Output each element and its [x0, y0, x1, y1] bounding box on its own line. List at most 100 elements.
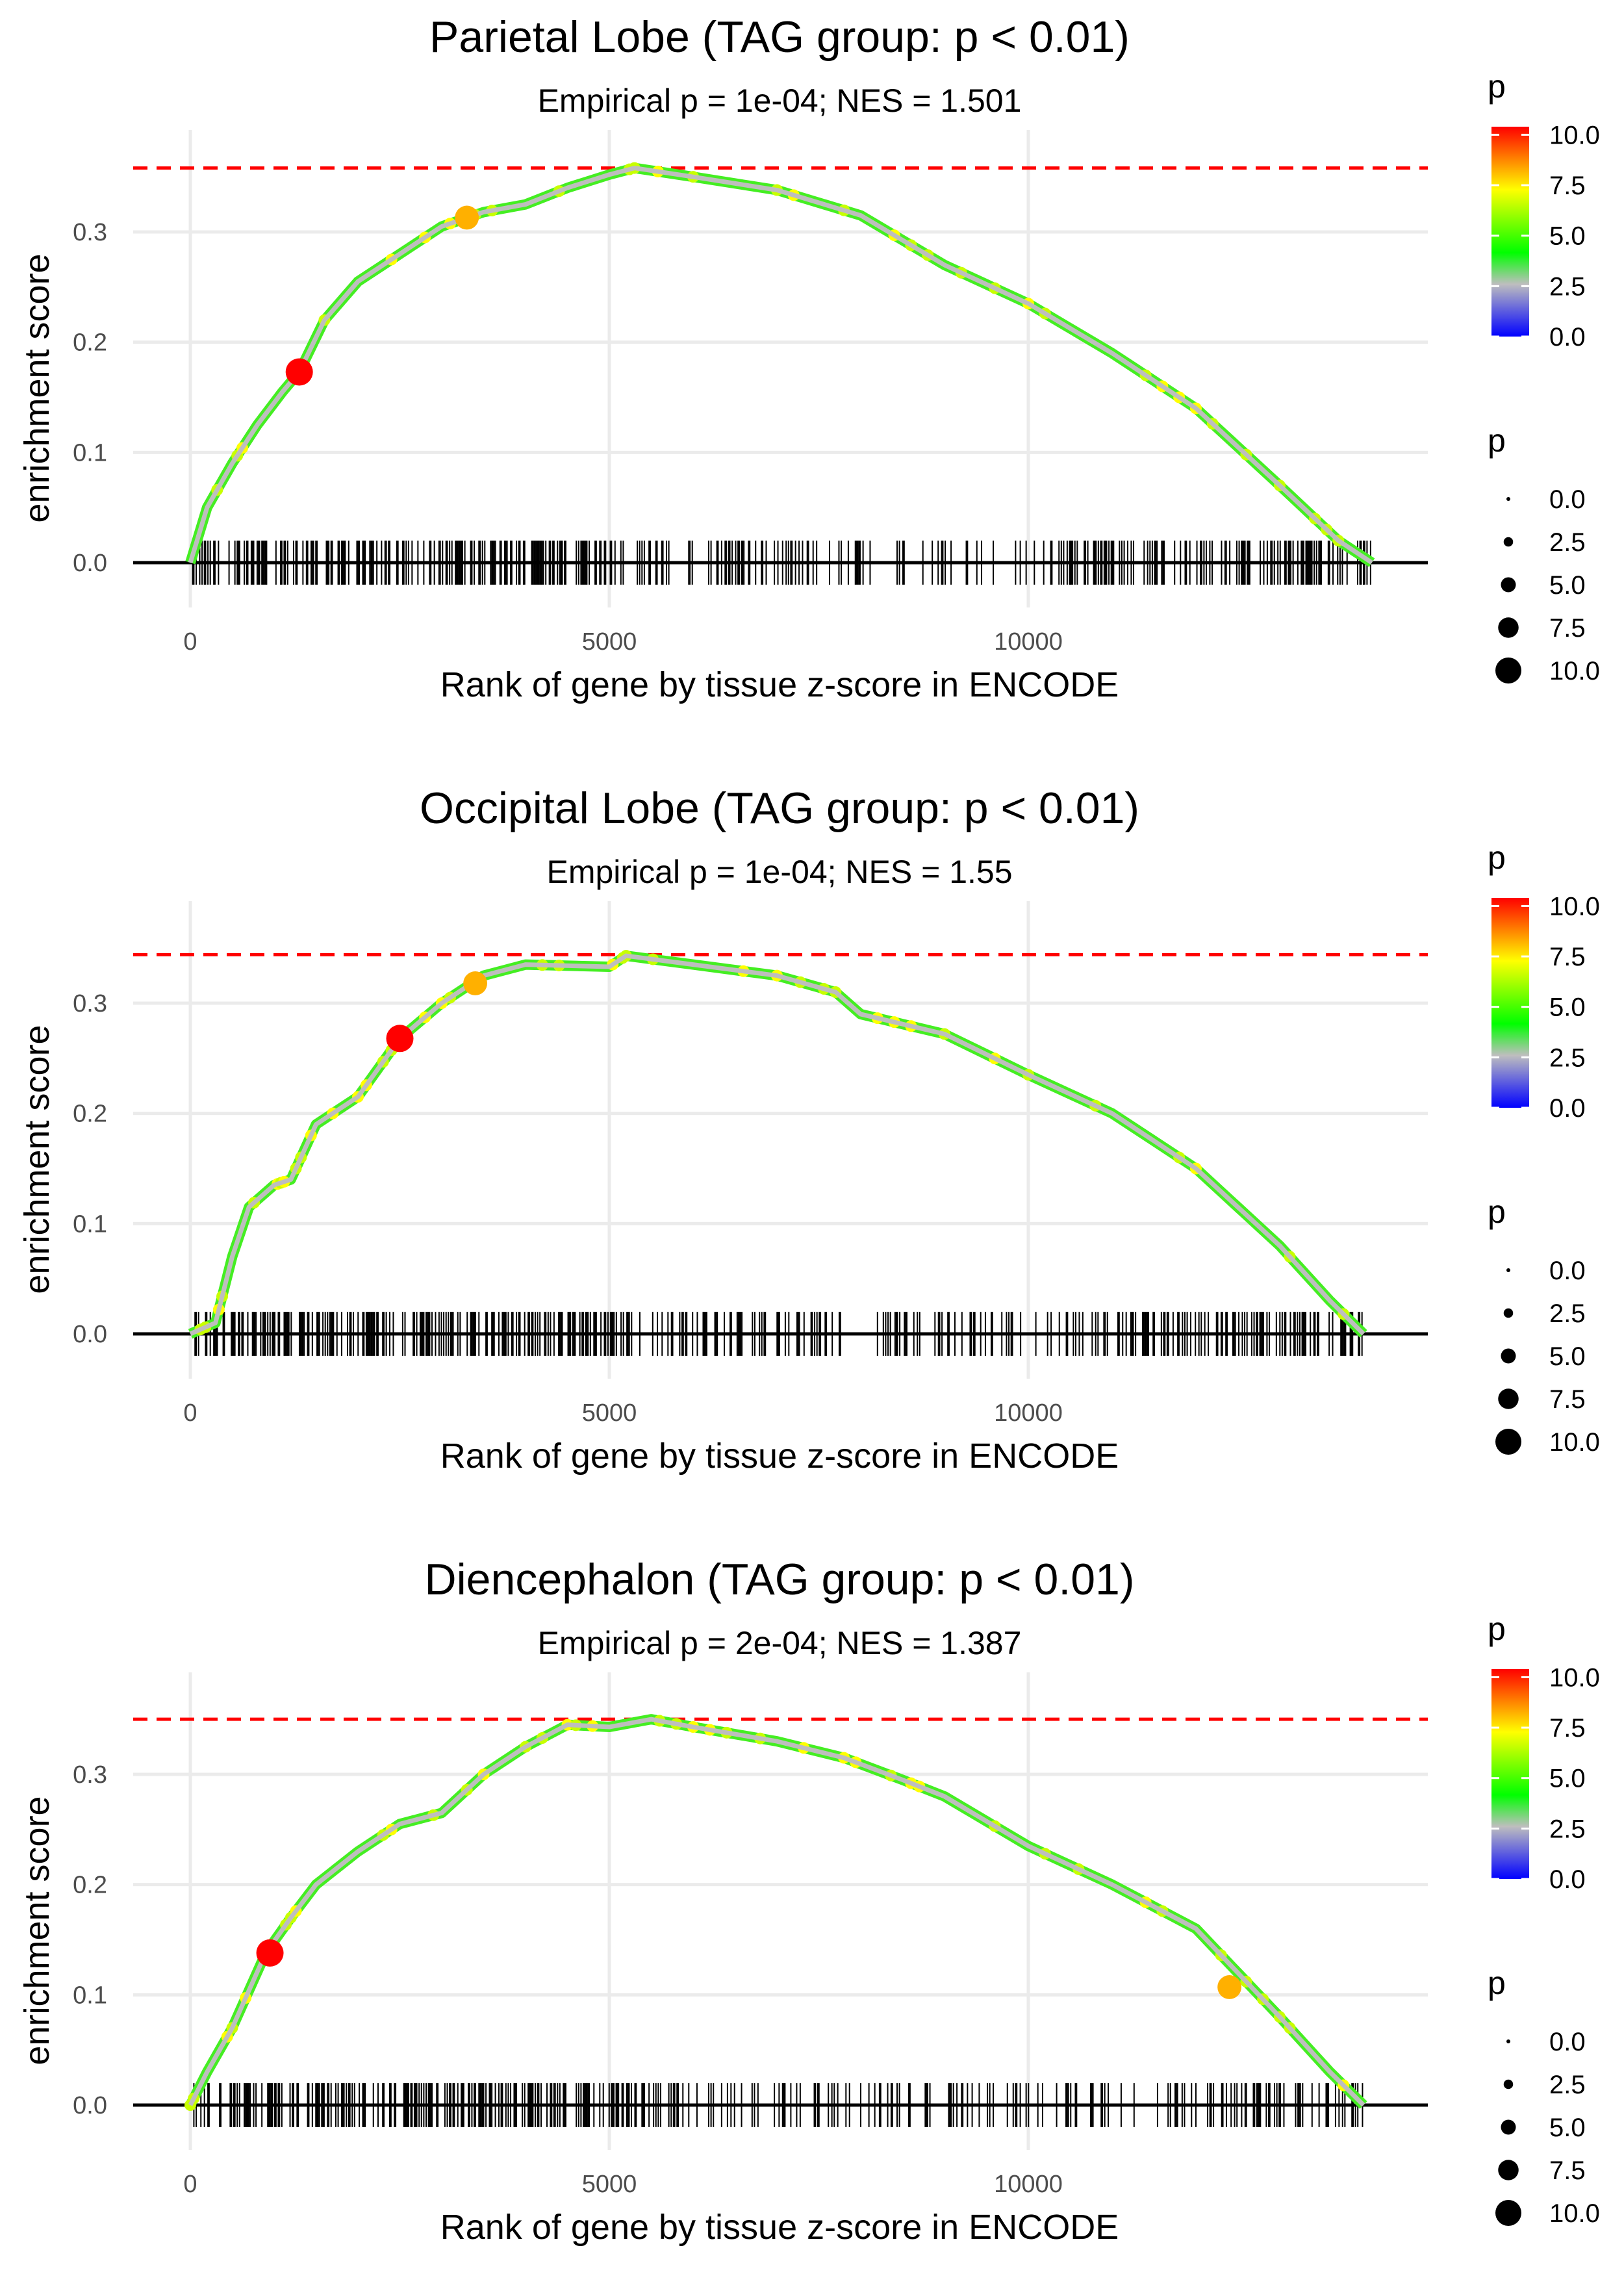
enrichment-curve — [188, 166, 1373, 565]
x-tick-label: 5000 — [582, 1399, 637, 1427]
chart-title: Parietal Lobe (TAG group: p < 0.01) — [429, 12, 1130, 62]
y-tick-label: 0.0 — [73, 550, 107, 577]
y-tick-label: 0.1 — [73, 1982, 107, 2009]
x-axis-title: Rank of gene by tissue z-score in ENCODE — [440, 1437, 1119, 1476]
y-tick-label: 0.2 — [73, 1101, 107, 1128]
size-legend-label: 7.5 — [1549, 1385, 1586, 1414]
size-legend-label: 7.5 — [1549, 614, 1586, 643]
chart-title: Occipital Lobe (TAG group: p < 0.01) — [420, 784, 1139, 833]
colorbar-label: 0.0 — [1549, 1865, 1586, 1894]
size-legend-dot — [1506, 2039, 1510, 2043]
size-legend-label: 7.5 — [1549, 2156, 1586, 2185]
y-tick-label: 0.0 — [73, 1321, 107, 1348]
highlight-point — [256, 1939, 284, 1967]
panel-1: 0.0 0.1 0.2 0.3 0 5000 10000 Occipital Lobe (TA… — [18, 784, 1600, 1476]
y-tick-label: 0.3 — [73, 219, 107, 246]
colorbar-label: 2.5 — [1549, 1815, 1586, 1843]
enrichment-curve-halo — [188, 951, 1367, 1339]
colorbar-label: 7.5 — [1549, 943, 1586, 971]
colorbar-label: 2.5 — [1549, 1043, 1586, 1072]
colorbar-label: 10.0 — [1549, 1663, 1600, 1692]
x-tick-label: 0 — [183, 1399, 197, 1427]
x-tick-label: 10000 — [994, 628, 1063, 656]
size-legend-label: 0.0 — [1549, 485, 1586, 514]
size-legend-label: 2.5 — [1549, 2071, 1586, 2099]
x-axis-title: Rank of gene by tissue z-score in ENCODE — [440, 665, 1119, 704]
y-tick-label: 0.2 — [73, 329, 107, 357]
y-tick-label: 0.0 — [73, 2092, 107, 2119]
colorbar-label: 0.0 — [1549, 323, 1586, 351]
size-legend-dot — [1503, 1308, 1514, 1318]
highlight-point — [386, 1025, 414, 1053]
y-tick-label: 0.1 — [73, 1210, 107, 1238]
size-legend-dot — [1506, 497, 1510, 501]
chart-subtitle: Empirical p = 2e-04; NES = 1.387 — [538, 1625, 1022, 1661]
size-legend-label: 0.0 — [1549, 1257, 1586, 1285]
colorbar-label: 2.5 — [1549, 272, 1586, 301]
x-tick-label: 10000 — [994, 1399, 1063, 1427]
color-legend-title: p — [1488, 1611, 1506, 1647]
y-tick-label: 0.2 — [73, 1872, 107, 1899]
size-legend-dot — [1495, 1429, 1521, 1455]
colorbar-label: 5.0 — [1549, 222, 1586, 251]
highlight-point — [463, 971, 487, 995]
colorbar — [1491, 127, 1529, 337]
size-legend-dot — [1506, 1268, 1510, 1272]
panel-0: 0.0 0.1 0.2 0.3 0 5000 10000 Parietal Lobe (TAG… — [18, 12, 1600, 704]
color-legend-title: p — [1488, 839, 1506, 876]
x-axis-title: Rank of gene by tissue z-score in ENCODE — [440, 2208, 1119, 2247]
y-tick-label: 0.3 — [73, 1761, 107, 1789]
size-legend-label: 5.0 — [1549, 571, 1586, 600]
colorbar-label: 10.0 — [1549, 892, 1600, 921]
x-tick-label: 10000 — [994, 2171, 1063, 2198]
y-axis-title: enrichment score — [18, 1796, 57, 2065]
size-legend-title: p — [1488, 1194, 1506, 1230]
size-legend-label: 10.0 — [1549, 657, 1600, 685]
colorbar-label: 5.0 — [1549, 1765, 1586, 1793]
chart-title: Diencephalon (TAG group: p < 0.01) — [424, 1555, 1134, 1604]
colorbar — [1491, 1669, 1529, 1879]
chart-subtitle: Empirical p = 1e-04; NES = 1.55 — [546, 854, 1012, 890]
colorbar-label: 7.5 — [1549, 172, 1586, 200]
size-legend-label: 0.0 — [1549, 2028, 1586, 2056]
size-legend-title: p — [1488, 422, 1506, 459]
size-legend-dot — [1501, 1348, 1516, 1364]
size-legend-label: 5.0 — [1549, 1342, 1586, 1371]
highlight-point — [285, 358, 313, 386]
size-legend-dot — [1503, 537, 1514, 547]
colorbar-label: 7.5 — [1549, 1714, 1586, 1743]
size-legend-label: 10.0 — [1549, 2199, 1600, 2228]
chart-subtitle: Empirical p = 1e-04; NES = 1.501 — [538, 83, 1022, 119]
colorbar-label: 5.0 — [1549, 993, 1586, 1022]
color-legend-title: p — [1488, 68, 1506, 105]
enrichment-curve — [189, 953, 1365, 1336]
size-legend-dot — [1495, 658, 1521, 683]
panel-2: 0.0 0.1 0.2 0.3 0 5000 10000 Diencephalon (TAG … — [18, 1555, 1600, 2247]
y-tick-label: 0.3 — [73, 990, 107, 1017]
x-tick-label: 5000 — [582, 628, 637, 656]
colorbar-label: 10.0 — [1549, 121, 1600, 149]
enrichment-curve-halo — [185, 162, 1375, 567]
y-tick-label: 0.1 — [73, 439, 107, 466]
y-axis-title: enrichment score — [18, 253, 57, 522]
size-legend-dot — [1498, 1388, 1519, 1409]
highlight-point — [455, 205, 479, 230]
size-legend-dot — [1498, 617, 1519, 638]
size-legend-dot — [1495, 2200, 1521, 2226]
size-legend-label: 10.0 — [1549, 1428, 1600, 1457]
enrichment-curve — [188, 1717, 1365, 2107]
colorbar-label: 0.0 — [1549, 1094, 1586, 1123]
x-tick-label: 0 — [183, 628, 197, 656]
size-legend-dot — [1498, 2160, 1519, 2180]
y-axis-title: enrichment score — [18, 1025, 57, 1294]
size-legend-dot — [1503, 2079, 1514, 2089]
size-legend-title: p — [1488, 1965, 1506, 2001]
enrichment-curve-halo — [185, 1714, 1367, 2109]
size-legend-dot — [1501, 577, 1516, 593]
x-tick-label: 0 — [183, 2171, 197, 2198]
colorbar — [1491, 898, 1529, 1108]
size-legend-label: 2.5 — [1549, 528, 1586, 557]
highlight-point — [1217, 1975, 1241, 1999]
size-legend-label: 5.0 — [1549, 2114, 1586, 2142]
